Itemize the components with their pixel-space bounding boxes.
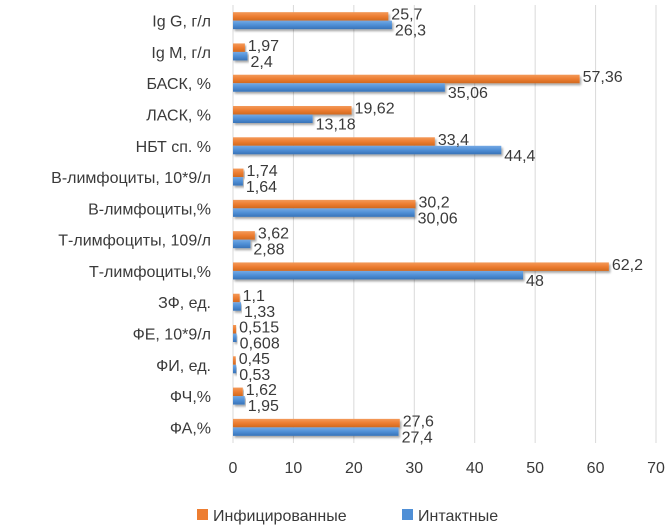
bar-infected	[233, 356, 236, 365]
category-label: ФА,%	[170, 420, 211, 437]
x-tick-label: 10	[285, 460, 303, 477]
data-label-intact: 13,18	[316, 117, 356, 134]
category-label: ФЧ,%	[170, 389, 211, 406]
data-label-intact: 0,608	[240, 336, 280, 353]
bar-intact	[233, 145, 502, 155]
bar-infected	[233, 12, 389, 21]
bar-intact	[233, 83, 445, 92]
x-tick-label: 70	[647, 460, 665, 477]
data-label-infected: 0,45	[239, 351, 270, 368]
bar-intact	[233, 364, 237, 374]
bar-infected	[233, 325, 237, 334]
data-label-infected: 25,7	[391, 7, 422, 24]
data-label-intact: 2,4	[251, 54, 273, 71]
data-label-infected: 3,62	[258, 226, 289, 243]
bar-infected	[233, 168, 244, 178]
bar-infected	[233, 387, 243, 397]
category-label: БАСК, %	[147, 76, 211, 93]
x-tick-label: 0	[229, 460, 238, 477]
data-label-infected: 1,74	[247, 163, 278, 180]
bar-infected	[233, 231, 255, 240]
data-label-intact: 26,3	[395, 23, 426, 40]
data-label-intact: 1,95	[248, 398, 279, 415]
category-label: НБТ сп. %	[136, 139, 211, 156]
bar-infected	[233, 418, 400, 428]
legend-swatch-intact	[402, 509, 413, 520]
category-label: Т-лимфоциты, 109/л	[58, 233, 211, 250]
bar-intact	[233, 114, 313, 123]
data-label-intact: 27,4	[402, 429, 433, 446]
data-label-intact: 0,53	[239, 367, 270, 384]
data-label-infected: 1,97	[248, 38, 279, 55]
bar-intact	[233, 333, 237, 342]
category-label: B-лимфоциты, 10*9/л	[51, 170, 211, 187]
bar-infected	[233, 43, 245, 52]
bar-intact	[233, 208, 415, 217]
bar-intact	[233, 396, 245, 405]
data-label-infected: 1,62	[246, 382, 277, 399]
bar-intact	[233, 20, 392, 30]
x-tick-label: 20	[345, 460, 363, 477]
category-label: Ig M, г/л	[151, 45, 211, 62]
data-label-infected: 27,6	[403, 413, 434, 430]
x-tick-label: 30	[405, 460, 423, 477]
data-label-infected: 30,2	[418, 194, 449, 211]
data-label-infected: 19,62	[355, 101, 395, 118]
data-label-intact: 1,64	[246, 179, 277, 196]
bar-infected	[233, 137, 435, 146]
legend-label-intact: Интактные	[418, 508, 498, 525]
data-label-infected: 1,1	[243, 288, 265, 305]
bar-infected	[233, 106, 352, 115]
category-label: ФИ, ед.	[156, 358, 211, 375]
x-tick-label: 40	[466, 460, 484, 477]
category-label: Т-лимфоциты,%	[89, 264, 211, 281]
bar-infected	[233, 293, 240, 303]
data-label-intact: 1,33	[244, 304, 275, 321]
bar-infected	[233, 199, 416, 209]
data-label-infected: 33,4	[438, 132, 469, 149]
data-label-infected: 57,36	[583, 69, 623, 86]
x-tick-label: 50	[526, 460, 544, 477]
bar-intact	[233, 427, 399, 436]
x-axis-tick-labels: 0 10 20 30 40 50 60 70	[229, 460, 665, 477]
category-label: Ig G, г/л	[152, 14, 211, 31]
legend: Инфицированные Интактные	[197, 508, 498, 525]
category-label: ЛАСК, %	[146, 108, 211, 125]
bar-infected	[233, 74, 580, 84]
category-label: B-лимфоциты,%	[88, 201, 211, 218]
bar-infected	[233, 262, 609, 271]
legend-label-infected: Инфицированные	[213, 508, 347, 525]
bar-intact	[233, 239, 251, 249]
bar-intact	[233, 270, 524, 280]
data-label-intact: 44,4	[504, 148, 535, 165]
data-label-intact: 30,06	[418, 210, 458, 227]
category-labels: Ig G, г/л Ig M, г/л БАСК, % ЛАСК, % НБТ сп. …	[51, 14, 211, 438]
category-label: ЗФ, ед.	[158, 295, 211, 312]
bar-intact	[233, 51, 248, 61]
data-label-intact: 48	[526, 273, 544, 290]
legend-swatch-infected	[197, 509, 208, 520]
data-label-intact: 2,88	[253, 242, 284, 259]
bar-intact	[233, 302, 242, 311]
bars	[233, 12, 609, 436]
data-label-infected: 0,515	[239, 320, 279, 337]
data-label-infected: 62,2	[612, 257, 643, 274]
bar-intact	[233, 177, 243, 186]
category-label: ФЕ, 10*9/л	[133, 327, 211, 344]
data-label-intact: 35,06	[448, 85, 488, 102]
x-tick-label: 60	[587, 460, 605, 477]
